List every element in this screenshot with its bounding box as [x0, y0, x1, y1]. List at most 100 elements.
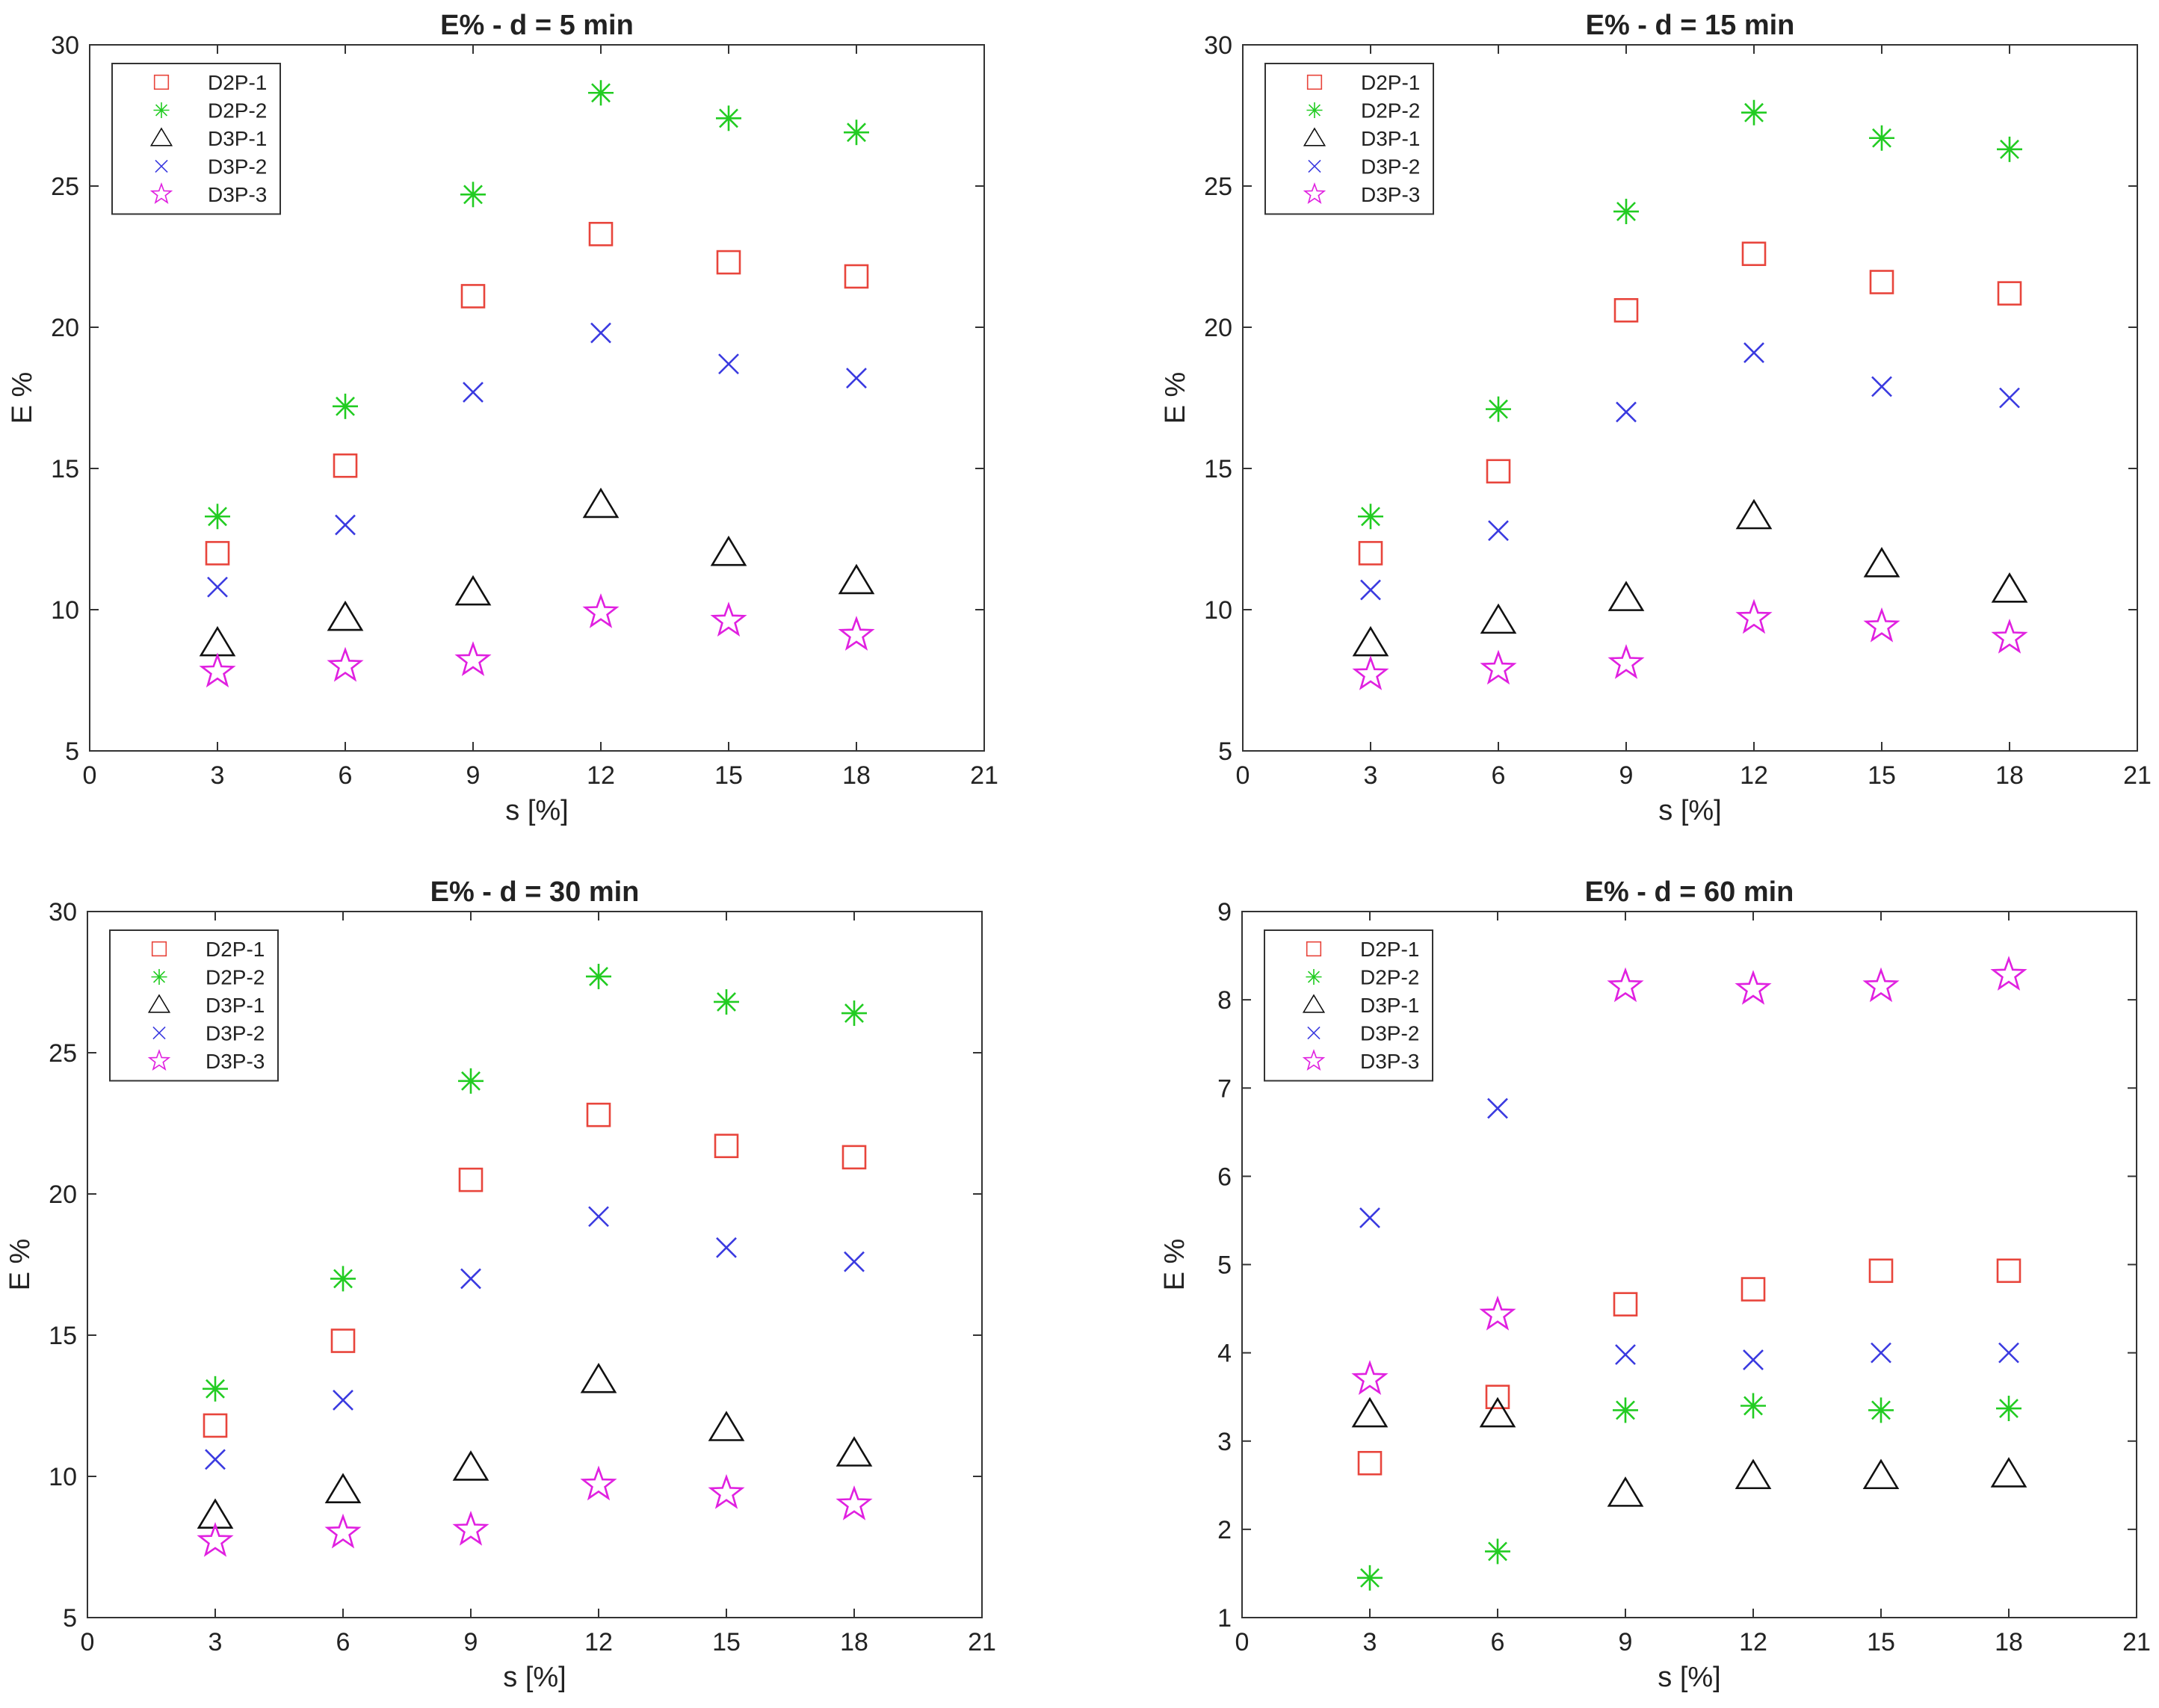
x-tick-label: 0 [1235, 1628, 1250, 1656]
data-point [1735, 598, 1773, 634]
x-tick-label: 0 [81, 1628, 95, 1656]
legend: D2P-1 D2P-2 D3P-1 D3P-2 D3P-3 [1264, 63, 1434, 215]
legend-marker [147, 1048, 171, 1071]
data-point [1741, 1393, 1766, 1419]
legend-label: D2P-1 [208, 71, 267, 94]
data-point [1613, 1292, 1638, 1316]
x-axis-label: s [%] [1658, 1662, 1720, 1693]
data-point [1358, 504, 1383, 530]
data-point [452, 1450, 489, 1481]
data-point [1862, 1458, 1900, 1490]
y-tick-label: 25 [51, 173, 79, 201]
y-tick-label: 3 [1217, 1428, 1232, 1456]
y-axis-label: E % [1159, 1239, 1190, 1291]
legend-label: D3P-3 [1360, 1050, 1419, 1073]
data-point [1996, 1396, 2021, 1422]
x-tick-label: 15 [1867, 1628, 1895, 1656]
legend-marker [153, 102, 170, 119]
legend-marker [1308, 159, 1321, 173]
data-point [588, 221, 614, 247]
data-point [1479, 1396, 1516, 1428]
legend-marker-shape [151, 941, 167, 957]
data-point [1868, 1258, 1894, 1284]
data-point [1997, 281, 2022, 306]
legend-marker-shape [1303, 182, 1326, 204]
data-point [203, 1376, 228, 1402]
data-point [1357, 1450, 1383, 1476]
data-point [454, 641, 492, 676]
legend-label: D3P-2 [1361, 155, 1420, 179]
legend: D2P-1 D2P-2 D3P-1 D3P-2 D3P-3 [111, 63, 281, 215]
series-D2P-1 [205, 221, 869, 566]
y-tick-label: 5 [1218, 737, 1232, 766]
data-point [1862, 967, 1900, 1003]
data-point [718, 353, 739, 375]
data-point [1863, 546, 1900, 578]
data-point [836, 1485, 873, 1520]
data-point [844, 1251, 865, 1272]
x-tick-label: 6 [336, 1628, 350, 1656]
data-point [1863, 607, 1900, 643]
data-point [1351, 1360, 1389, 1395]
data-point [458, 1068, 484, 1094]
legend-label: D3P-2 [208, 155, 267, 179]
series-D3P-2 [1360, 342, 2020, 601]
data-point [838, 563, 875, 595]
legend-label: D3P-2 [1360, 1022, 1419, 1045]
data-point [333, 453, 358, 478]
x-tick-label: 9 [1619, 1628, 1633, 1656]
data-point [841, 1000, 867, 1027]
x-tick-label: 6 [1491, 1628, 1505, 1656]
data-point [708, 1411, 745, 1441]
legend-label: D3P-1 [206, 994, 265, 1017]
series-D3P-2 [205, 1206, 865, 1470]
data-point [1352, 655, 1389, 690]
x-tick-label: 3 [1363, 1628, 1377, 1656]
data-point [710, 535, 747, 566]
x-tick-label: 0 [83, 761, 97, 790]
data-point [1607, 581, 1645, 611]
legend-marker-shape [147, 1048, 171, 1071]
data-point [1486, 459, 1511, 484]
data-point [1990, 1457, 2027, 1488]
data-point [714, 1133, 739, 1159]
chart-panel-1: 0 3 6 9 12 15 18 21 5 10 15 20 25 30 E% - d = 5 min s [… [7, 10, 998, 826]
legend-marker-shape [1306, 941, 1322, 957]
y-tick-label: 5 [63, 1604, 77, 1633]
y-tick-label: 15 [1204, 455, 1232, 483]
data-point [335, 514, 356, 536]
y-tick-label: 20 [51, 314, 79, 342]
y-tick-label: 25 [1204, 173, 1232, 201]
y-axis-label: E % [1160, 372, 1191, 424]
x-tick-label: 12 [1740, 761, 1768, 790]
data-point [708, 1473, 745, 1509]
legend-marker-shape [1307, 1026, 1321, 1040]
data-point [454, 575, 492, 606]
legend-marker-shape [1306, 968, 1322, 985]
data-point [1613, 199, 1639, 225]
data-point [844, 264, 869, 289]
data-point [205, 541, 230, 566]
data-point [580, 1362, 617, 1393]
series-D3P-3 [197, 1465, 873, 1557]
data-point [1485, 1538, 1510, 1565]
y-tick-label: 10 [1204, 596, 1232, 625]
x-tick-label: 3 [1364, 761, 1378, 790]
data-point [205, 1449, 226, 1470]
data-point [463, 382, 484, 403]
legend-label: D2P-2 [1361, 99, 1420, 123]
y-tick-label: 20 [49, 1181, 77, 1209]
data-point [1991, 572, 2028, 603]
data-point [207, 576, 228, 598]
legend-marker-shape [1303, 127, 1326, 146]
legend-marker [153, 74, 170, 90]
data-point [1743, 1349, 1764, 1370]
data-point [841, 1145, 867, 1170]
data-point [1997, 136, 2022, 162]
data-point [1615, 1344, 1636, 1365]
legend-label: D2P-1 [206, 938, 265, 961]
legend-marker-shape [153, 74, 170, 90]
y-tick-label: 9 [1217, 898, 1232, 926]
chart-panel-3: 0 3 6 9 12 15 18 21 5 10 15 20 25 30 E% - d = 30 min s … [4, 876, 996, 1693]
